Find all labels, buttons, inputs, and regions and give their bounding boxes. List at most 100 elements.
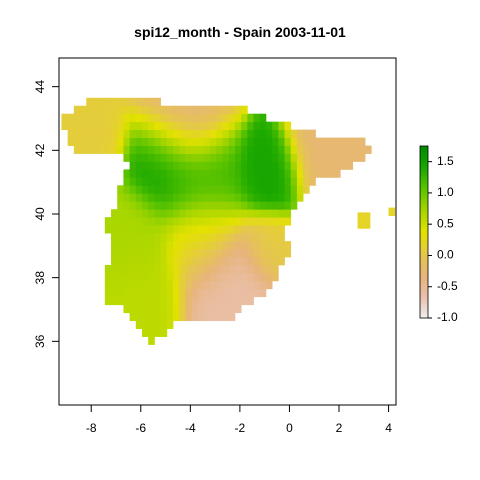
raster-cell xyxy=(98,97,106,107)
raster-cell xyxy=(210,129,217,138)
raster-cell xyxy=(123,129,131,138)
raster-cell xyxy=(148,169,155,178)
raster-cell xyxy=(154,280,161,290)
raster-cell xyxy=(166,145,174,154)
raster-cell xyxy=(160,209,168,218)
raster-cell xyxy=(111,264,118,274)
raster-cell xyxy=(228,288,236,298)
raster-cell xyxy=(172,312,180,322)
raster-cell xyxy=(148,280,155,290)
raster-cell xyxy=(172,105,180,115)
raster-cell xyxy=(191,288,199,298)
raster-cell xyxy=(73,129,81,138)
raster-cell xyxy=(253,177,261,186)
raster-cell xyxy=(185,241,192,250)
raster-cell xyxy=(278,129,285,138)
raster-cell xyxy=(290,193,298,202)
raster-cell xyxy=(172,272,180,282)
raster-cell xyxy=(142,177,149,186)
raster-cell xyxy=(346,161,354,170)
legend-color-step xyxy=(420,177,428,181)
raster-cell xyxy=(142,249,149,258)
raster-cell xyxy=(172,201,180,210)
raster-cell xyxy=(247,161,254,170)
raster-cell xyxy=(67,137,75,146)
raster-cell xyxy=(253,288,261,298)
raster-cell xyxy=(154,193,161,202)
raster-cell xyxy=(148,296,155,306)
raster-cell xyxy=(247,249,254,258)
raster-cell xyxy=(272,241,279,250)
raster-cell xyxy=(123,121,131,131)
raster-cell xyxy=(222,256,230,266)
raster-cell xyxy=(129,264,137,274)
raster-cell xyxy=(148,113,155,123)
raster-cell xyxy=(327,153,335,162)
raster-cell xyxy=(111,233,118,242)
raster-cell xyxy=(117,225,124,234)
raster-cell xyxy=(216,264,223,274)
raster-cell xyxy=(123,137,131,146)
raster-cell xyxy=(197,145,205,154)
raster-cell xyxy=(241,249,248,258)
legend-color-step xyxy=(420,183,428,187)
raster-cell xyxy=(179,113,186,123)
legend-color-step xyxy=(420,315,428,319)
raster-cell xyxy=(228,145,236,154)
raster-cell xyxy=(363,212,371,221)
raster-cell xyxy=(234,185,242,194)
raster-cell xyxy=(197,233,205,242)
raster-cell xyxy=(210,145,217,154)
raster-cell xyxy=(179,209,186,218)
raster-cell xyxy=(334,161,341,170)
raster-cell xyxy=(259,249,267,258)
raster-cell xyxy=(203,296,211,306)
legend-color-step xyxy=(420,168,428,173)
raster-cell xyxy=(117,233,124,242)
raster-cell xyxy=(197,105,205,115)
raster-cell xyxy=(265,129,273,138)
raster-cell xyxy=(315,145,323,154)
raster-cell xyxy=(129,137,137,146)
raster-cell xyxy=(216,280,223,290)
raster-cell xyxy=(80,121,87,131)
raster-cell xyxy=(117,105,124,115)
legend-color-step xyxy=(420,229,428,233)
raster-cell xyxy=(191,113,199,123)
y-tick-label: 42 xyxy=(33,143,47,157)
raster-cell xyxy=(179,177,186,186)
legend-color-step xyxy=(420,148,428,153)
raster-cell xyxy=(129,280,137,290)
raster-cell xyxy=(154,209,161,218)
raster-cell xyxy=(160,113,168,123)
raster-cell xyxy=(73,105,81,115)
raster-cell xyxy=(272,217,279,226)
raster-cell xyxy=(129,193,137,202)
raster-cell xyxy=(241,153,248,162)
raster-cell xyxy=(86,105,93,115)
raster-cell xyxy=(290,185,298,194)
raster-cell xyxy=(111,113,118,123)
raster-cell xyxy=(148,256,155,266)
raster-cell xyxy=(216,121,223,131)
raster-cell xyxy=(111,129,118,138)
raster-cell xyxy=(334,137,341,146)
raster-cell xyxy=(290,153,298,162)
raster-cell xyxy=(166,209,174,218)
raster-cell xyxy=(135,201,143,210)
raster-cell xyxy=(142,312,149,322)
raster-cell xyxy=(259,121,267,131)
raster-cell xyxy=(129,288,137,298)
raster-cell xyxy=(172,113,180,123)
raster-cell xyxy=(228,280,236,290)
raster-cell xyxy=(247,177,254,186)
raster-cell xyxy=(228,256,236,266)
raster-cell xyxy=(191,217,199,226)
legend-color-step xyxy=(420,286,428,290)
raster-cell xyxy=(135,129,143,138)
raster-cell xyxy=(154,177,161,186)
raster-cell xyxy=(365,145,372,154)
raster-cell xyxy=(247,201,254,210)
raster-cell xyxy=(253,249,261,258)
raster-cell xyxy=(228,312,236,322)
